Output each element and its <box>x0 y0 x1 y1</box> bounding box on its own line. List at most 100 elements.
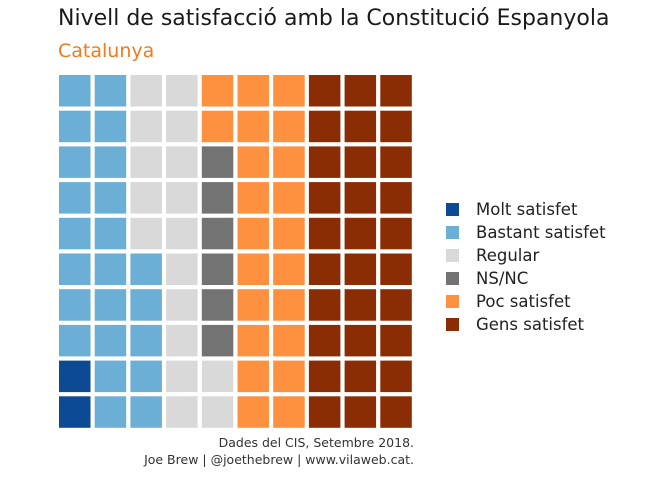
waffle-square-bastant-satisfet <box>94 253 127 285</box>
waffle-square-poc-satisfet <box>237 110 269 143</box>
legend-item-ns-nc: NS/NC <box>446 267 606 290</box>
legend-item-poc-satisfet: Poc satisfet <box>446 290 606 313</box>
waffle-square-poc-satisfet <box>273 110 305 143</box>
waffle-square-bastant-satisfet <box>59 110 91 143</box>
waffle-square-ns-nc <box>201 289 234 321</box>
waffle-square-gens-satisfet <box>380 396 412 428</box>
waffle-square-poc-satisfet <box>273 396 305 428</box>
waffle-square-regular <box>166 253 198 285</box>
legend-swatch <box>446 226 459 239</box>
waffle-square-bastant-satisfet <box>94 217 127 250</box>
waffle-square-poc-satisfet <box>237 253 269 285</box>
waffle-square-bastant-satisfet <box>130 324 162 357</box>
waffle-square-poc-satisfet <box>273 217 305 250</box>
waffle-square-regular <box>130 217 162 250</box>
waffle-square-poc-satisfet <box>273 182 305 214</box>
waffle-square-poc-satisfet <box>237 75 269 107</box>
waffle-square-bastant-satisfet <box>94 324 127 357</box>
waffle-square-bastant-satisfet <box>94 396 127 428</box>
waffle-square-ns-nc <box>201 324 234 357</box>
legend-label: Bastant satisfet <box>476 223 606 242</box>
waffle-square-gens-satisfet <box>308 182 341 214</box>
waffle-square-gens-satisfet <box>308 75 341 107</box>
waffle-square-regular <box>166 360 198 393</box>
waffle-square-regular <box>166 146 198 178</box>
waffle-square-gens-satisfet <box>380 75 412 107</box>
waffle-square-gens-satisfet <box>344 360 377 393</box>
waffle-square-gens-satisfet <box>344 289 377 321</box>
caption-author: Joe Brew | @joethebrew | www.vilaweb.cat… <box>144 452 414 467</box>
waffle-square-gens-satisfet <box>308 324 341 357</box>
waffle-square-regular <box>166 289 198 321</box>
waffle-square-poc-satisfet <box>237 182 269 214</box>
waffle-square-bastant-satisfet <box>59 217 91 250</box>
waffle-square-gens-satisfet <box>308 146 341 178</box>
waffle-square-ns-nc <box>201 146 234 178</box>
legend: Molt satisfet Bastant satisfet Regular N… <box>446 198 606 336</box>
waffle-square-gens-satisfet <box>380 217 412 250</box>
waffle-square-bastant-satisfet <box>130 289 162 321</box>
legend-label: Regular <box>476 246 540 265</box>
waffle-square-bastant-satisfet <box>59 289 91 321</box>
waffle-square-poc-satisfet <box>201 75 234 107</box>
waffle-square-bastant-satisfet <box>94 182 127 214</box>
waffle-square-gens-satisfet <box>344 146 377 178</box>
waffle-square-bastant-satisfet <box>59 75 91 107</box>
waffle-square-bastant-satisfet <box>94 289 127 321</box>
waffle-square-bastant-satisfet <box>94 360 127 393</box>
waffle-square-poc-satisfet <box>237 324 269 357</box>
waffle-square-bastant-satisfet <box>59 146 91 178</box>
waffle-square-gens-satisfet <box>380 360 412 393</box>
waffle-square-poc-satisfet <box>201 110 234 143</box>
waffle-square-gens-satisfet <box>308 289 341 321</box>
waffle-square-gens-satisfet <box>308 360 341 393</box>
waffle-square-gens-satisfet <box>344 182 377 214</box>
waffle-square-regular <box>166 324 198 357</box>
legend-item-gens-satisfet: Gens satisfet <box>446 313 606 336</box>
waffle-square-poc-satisfet <box>273 75 305 107</box>
waffle-square-ns-nc <box>201 182 234 214</box>
legend-swatch <box>446 249 459 262</box>
waffle-square-gens-satisfet <box>380 253 412 285</box>
waffle-square-regular <box>166 182 198 214</box>
legend-item-regular: Regular <box>446 244 606 267</box>
waffle-square-bastant-satisfet <box>94 75 127 107</box>
waffle-square-regular <box>166 217 198 250</box>
waffle-square-gens-satisfet <box>380 182 412 214</box>
waffle-square-poc-satisfet <box>273 289 305 321</box>
chart-title: Nivell de satisfacció amb la Constitució… <box>58 6 610 31</box>
waffle-square-gens-satisfet <box>308 217 341 250</box>
waffle-square-gens-satisfet <box>344 217 377 250</box>
waffle-square-gens-satisfet <box>308 110 341 143</box>
waffle-square-poc-satisfet <box>237 360 269 393</box>
waffle-square-gens-satisfet <box>344 324 377 357</box>
waffle-square-bastant-satisfet <box>130 360 162 393</box>
waffle-square-bastant-satisfet <box>130 396 162 428</box>
waffle-square-bastant-satisfet <box>59 324 91 357</box>
waffle-square-regular <box>166 396 198 428</box>
waffle-square-poc-satisfet <box>273 360 305 393</box>
waffle-square-molt-satisfet <box>59 360 91 393</box>
waffle-square-molt-satisfet <box>59 396 91 428</box>
legend-swatch <box>446 272 459 285</box>
legend-label: Gens satisfet <box>476 315 585 334</box>
waffle-square-poc-satisfet <box>237 146 269 178</box>
waffle-square-regular <box>201 396 234 428</box>
waffle-square-gens-satisfet <box>380 146 412 178</box>
waffle-square-gens-satisfet <box>344 253 377 285</box>
waffle-square-bastant-satisfet <box>94 146 127 178</box>
legend-item-bastant-satisfet: Bastant satisfet <box>446 221 606 244</box>
waffle-square-poc-satisfet <box>273 146 305 178</box>
waffle-square-gens-satisfet <box>344 110 377 143</box>
legend-item-molt-satisfet: Molt satisfet <box>446 198 606 221</box>
waffle-square-ns-nc <box>201 253 234 285</box>
waffle-square-regular <box>130 110 162 143</box>
waffle-square-poc-satisfet <box>273 253 305 285</box>
waffle-square-bastant-satisfet <box>94 110 127 143</box>
waffle-square-bastant-satisfet <box>59 182 91 214</box>
chart-subtitle: Catalunya <box>58 40 155 62</box>
waffle-square-bastant-satisfet <box>130 253 162 285</box>
waffle-square-regular <box>201 360 234 393</box>
waffle-square-gens-satisfet <box>344 75 377 107</box>
waffle-square-ns-nc <box>201 217 234 250</box>
